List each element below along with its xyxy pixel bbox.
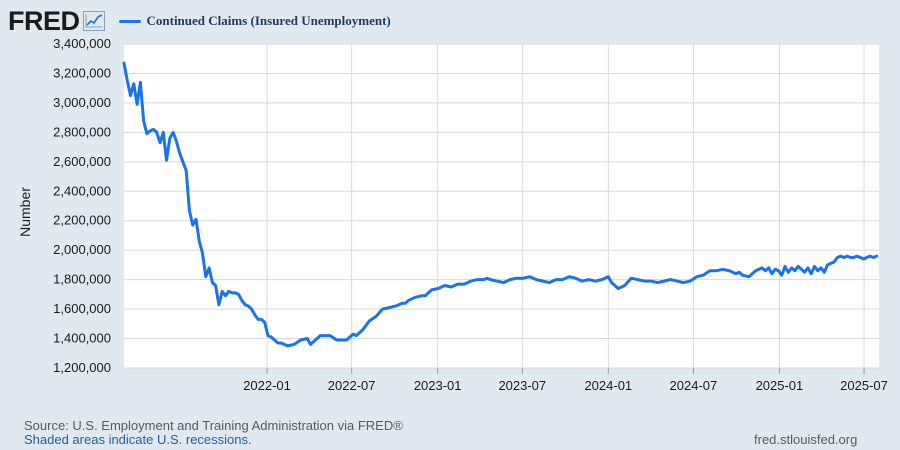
x-tick-label: 2024-01: [584, 378, 632, 393]
y-tick-label: 2,000,000: [53, 242, 111, 257]
plot-area: [124, 44, 879, 368]
y-tick-label: 1,400,000: [53, 331, 111, 346]
y-axis-ticks: 1,200,000 1,400,000 1,600,000 1,800,000 2,00…: [53, 36, 111, 375]
source-note: Source: U.S. Employment and Training Adm…: [24, 418, 403, 433]
y-tick-label: 1,800,000: [53, 272, 111, 287]
fred-url: fred.stlouisfed.org: [754, 432, 858, 447]
y-tick-label: 1,200,000: [53, 360, 111, 375]
x-axis-ticks: 2022-01 2022-07 2023-01 2023-07 2024-01 2024-…: [243, 368, 888, 393]
fred-logo[interactable]: FRED: [8, 5, 80, 36]
y-tick-label: 2,200,000: [53, 213, 111, 228]
x-tick-label: 2023-01: [414, 378, 462, 393]
x-tick-label: 2023-07: [498, 378, 546, 393]
y-tick-label: 2,400,000: [53, 183, 111, 198]
y-axis-label: Number: [17, 187, 33, 237]
line-chart[interactable]: 1,200,000 1,400,000 1,600,000 1,800,000 2,00…: [0, 0, 900, 410]
recession-note-link[interactable]: Shaded areas indicate U.S. recessions.: [24, 432, 252, 447]
y-tick-label: 3,000,000: [53, 95, 111, 110]
x-tick-label: 2024-07: [670, 378, 718, 393]
x-tick-label: 2025-01: [756, 378, 804, 393]
x-tick-label: 2025-07: [840, 378, 888, 393]
legend[interactable]: Continued Claims (Insured Unemployment): [118, 13, 391, 29]
y-tick-label: 3,200,000: [53, 65, 111, 80]
line-graph-icon: [82, 11, 105, 31]
legend-swatch: [118, 19, 141, 23]
gridlines: [124, 43, 879, 369]
series-line-continued-claims[interactable]: [122, 61, 879, 348]
y-tick-label: 3,400,000: [53, 36, 111, 51]
y-tick-label: 2,800,000: [53, 124, 111, 139]
legend-series-label: Continued Claims (Insured Unemployment): [146, 13, 391, 28]
y-tick-label: 1,600,000: [53, 301, 111, 316]
y-tick-label: 2,600,000: [53, 154, 111, 169]
x-tick-label: 2022-07: [328, 378, 376, 393]
chart-header: FRED Continued Claims (Insured Unemploym…: [8, 4, 391, 38]
x-tick-label: 2022-01: [243, 378, 291, 393]
